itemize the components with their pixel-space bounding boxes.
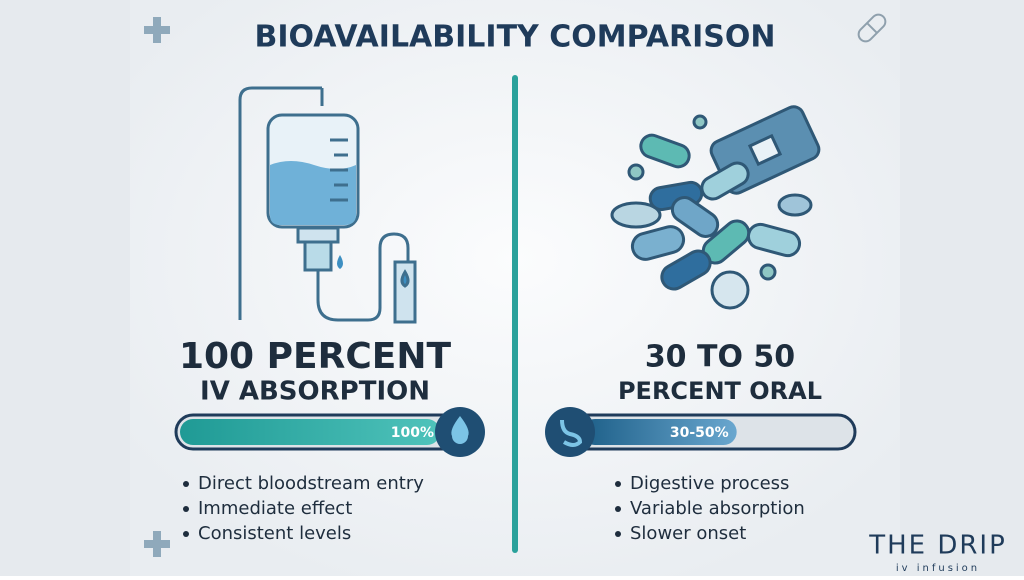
subheadline: PERCENT ORAL: [618, 377, 822, 405]
plus-icon: [144, 17, 170, 43]
progress-label: 100%: [391, 425, 434, 441]
headline: 30 TO 50: [645, 340, 795, 375]
logo-tagline: iv infusion: [896, 563, 980, 574]
bullet-text: Consistent levels: [198, 523, 351, 544]
bullet-text: Digestive process: [630, 473, 789, 494]
title: BIOAVAILABILITY COMPARISON: [254, 20, 775, 55]
bullet-dot: [615, 481, 621, 487]
plus-icon: [144, 531, 170, 557]
stomach-icon: [560, 419, 583, 447]
progress-fill: [180, 419, 440, 445]
iv-illustration: [238, 86, 417, 324]
bullet-dot: [183, 481, 189, 487]
bullet-text: Direct bloodstream entry: [198, 473, 424, 494]
bullet-dot: [183, 506, 189, 512]
bullet-dot: [615, 531, 621, 537]
capsule-icon: [857, 13, 887, 43]
subheadline: IV ABSORPTION: [200, 377, 430, 407]
drop-icon: [451, 416, 469, 444]
bullet-text: Immediate effect: [198, 498, 352, 519]
progress-label: 30-50%: [670, 425, 729, 441]
bullet-dot: [615, 506, 621, 512]
progress-fill: [582, 419, 737, 445]
bullet-text: Slower onset: [630, 523, 746, 544]
bullet-text: Variable absorption: [630, 498, 805, 519]
logo-name: THE DRIP: [868, 531, 1007, 561]
bullet-dot: [183, 531, 189, 537]
pills-illustration: [610, 105, 821, 310]
headline: 100 PERCENT: [179, 336, 452, 377]
